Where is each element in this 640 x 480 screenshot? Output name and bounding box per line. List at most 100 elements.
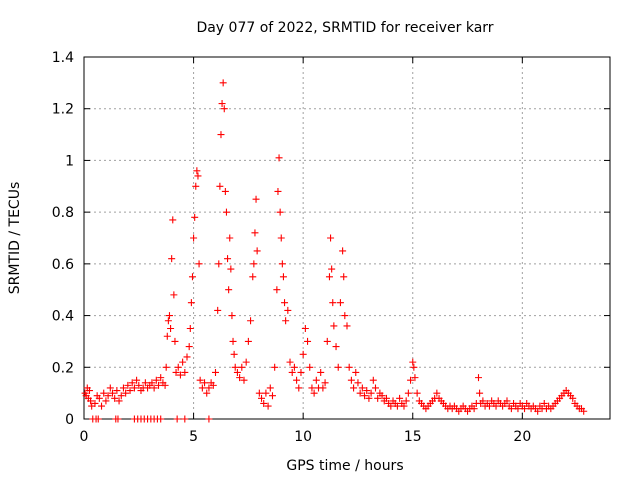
data-point <box>124 381 132 389</box>
data-point <box>162 363 170 371</box>
data-point <box>228 312 236 320</box>
data-point <box>407 376 415 384</box>
data-point <box>569 394 577 402</box>
data-point <box>310 389 318 397</box>
data-point <box>334 363 342 371</box>
data-point <box>224 255 232 263</box>
data-point <box>218 100 226 108</box>
data-point <box>281 299 289 307</box>
data-point <box>323 337 331 345</box>
data-point <box>358 384 366 392</box>
data-point <box>251 229 259 237</box>
data-point <box>119 384 127 392</box>
data-point <box>194 172 202 180</box>
data-point <box>580 407 588 415</box>
data-point <box>152 376 160 384</box>
data-point <box>240 376 248 384</box>
data-point <box>108 389 116 397</box>
data-point <box>411 374 419 382</box>
data-point <box>102 397 110 405</box>
chart-title: Day 077 of 2022, SRMTID for receiver kar… <box>196 20 493 36</box>
data-point <box>410 363 418 371</box>
x-tick-label: 0 <box>80 429 89 445</box>
data-point <box>400 402 408 410</box>
data-point <box>266 384 274 392</box>
data-point <box>301 325 309 332</box>
data-point <box>253 247 261 255</box>
data-point <box>247 317 255 325</box>
data-point <box>276 208 284 216</box>
data-point <box>225 286 233 294</box>
data-point <box>216 182 224 190</box>
data-point <box>475 374 482 382</box>
data-point <box>187 299 195 307</box>
data-point <box>271 363 279 371</box>
data-point <box>295 384 303 392</box>
data-point <box>374 394 382 402</box>
data-point <box>319 384 327 392</box>
data-point <box>297 368 305 376</box>
data-point <box>279 273 287 281</box>
data-point <box>220 105 228 113</box>
data-point <box>273 286 281 294</box>
data-point <box>249 273 257 281</box>
data-point <box>157 415 165 423</box>
data-point <box>212 368 219 376</box>
plot-frame <box>83 56 611 420</box>
data-point <box>264 402 272 410</box>
data-point <box>304 337 312 345</box>
data-point <box>190 234 198 242</box>
data-point <box>183 353 191 361</box>
data-point <box>181 368 189 376</box>
data-point <box>369 376 377 384</box>
data-point <box>130 384 138 392</box>
y-tick-label: 0.6 <box>52 257 74 273</box>
data-point <box>290 363 298 371</box>
y-tick-label: 1.4 <box>52 50 74 66</box>
data-point <box>238 363 246 371</box>
data-point <box>117 392 125 400</box>
data-point <box>433 389 441 397</box>
data-point <box>306 363 314 371</box>
data-point <box>135 381 143 389</box>
data-point <box>205 415 213 423</box>
data-point <box>94 415 102 423</box>
data-point <box>128 379 136 387</box>
data-point <box>95 394 103 402</box>
data-point <box>507 405 515 413</box>
data-point <box>201 379 209 387</box>
data-point <box>100 389 108 397</box>
data-point <box>479 397 487 405</box>
data-point <box>402 397 410 405</box>
data-point <box>168 255 176 263</box>
data-point <box>115 397 123 405</box>
y-axis-ticks: 0 0.2 0.4 0.6 0.8 1 1.2 1.4 <box>52 50 610 428</box>
data-point <box>170 291 178 299</box>
data-point <box>217 131 225 139</box>
data-point <box>104 392 112 400</box>
data-point <box>161 381 169 389</box>
x-tick-label: 15 <box>404 429 422 445</box>
data-point <box>205 384 213 392</box>
x-tick-label: 10 <box>294 429 312 445</box>
data-point <box>221 187 229 195</box>
data-point <box>354 379 362 387</box>
data-point <box>341 312 349 320</box>
data-point <box>345 363 353 371</box>
data-point <box>252 195 260 203</box>
data-point <box>172 368 180 376</box>
data-point <box>242 358 250 366</box>
data-point <box>365 394 373 402</box>
data-point <box>282 317 290 325</box>
grid-lines <box>84 57 610 419</box>
data-point <box>148 379 156 387</box>
data-point <box>195 260 203 268</box>
data-point <box>503 397 511 405</box>
data-point <box>181 415 189 423</box>
data-point <box>312 376 320 384</box>
data-point <box>209 381 217 389</box>
data-point <box>122 389 130 397</box>
x-axis-label: GPS time / hours <box>286 458 403 474</box>
data-point <box>492 402 500 410</box>
